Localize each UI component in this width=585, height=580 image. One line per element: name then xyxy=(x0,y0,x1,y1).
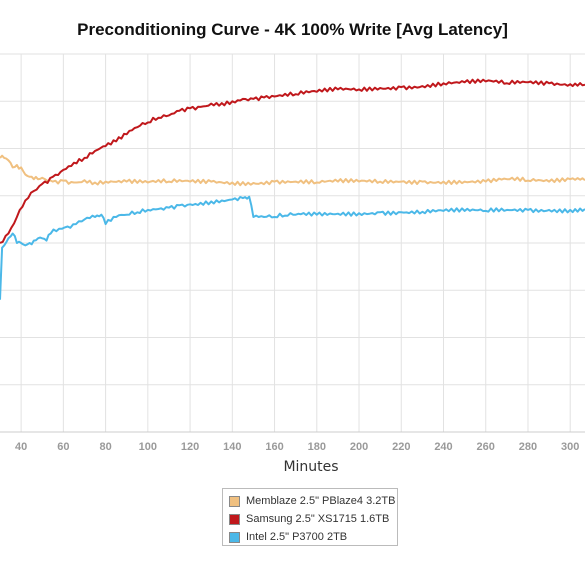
legend-swatch-0 xyxy=(229,495,240,507)
x-tick-label: 200 xyxy=(350,441,368,453)
x-tick-label: 220 xyxy=(392,441,410,453)
x-tick-label: 40 xyxy=(15,441,27,453)
x-tick-label: 60 xyxy=(57,441,69,453)
x-tick-label: 240 xyxy=(434,441,452,453)
legend-item-2[interactable]: Intel 2.5" P3700 2TB xyxy=(229,528,397,546)
series-line-0[interactable] xyxy=(0,154,585,187)
x-tick-label: 100 xyxy=(139,441,157,453)
x-tick-label: 300 xyxy=(561,441,579,453)
x-tick-label: 260 xyxy=(477,441,495,453)
series-line-1[interactable] xyxy=(0,78,585,244)
x-tick-label: 160 xyxy=(265,441,283,453)
x-tick-labels: 40 60 80 100 120 140 160 180 200 220 240 260 280 300 xyxy=(15,441,579,453)
legend-item-1[interactable]: Samsung 2.5" XS1715 1.6TB xyxy=(229,510,397,528)
chart-title: Preconditioning Curve - 4K 100% Write [A… xyxy=(77,20,508,39)
legend-label-0: Memblaze 2.5" PBlaze4 3.2TB xyxy=(246,495,396,507)
x-tick-label: 180 xyxy=(308,441,326,453)
grid-layer xyxy=(0,53,585,433)
legend-swatch-1 xyxy=(229,513,240,525)
x-tick-label: 120 xyxy=(181,441,199,453)
legend: Memblaze 2.5" PBlaze4 3.2TB Samsung 2.5"… xyxy=(222,488,398,546)
x-tick-label: 80 xyxy=(99,441,111,453)
legend-label-2: Intel 2.5" P3700 2TB xyxy=(246,531,348,543)
series-layer xyxy=(0,78,585,300)
legend-label-1: Samsung 2.5" XS1715 1.6TB xyxy=(246,513,390,525)
x-tick-label: 280 xyxy=(519,441,537,453)
x-tick-label: 140 xyxy=(223,441,241,453)
legend-item-0[interactable]: Memblaze 2.5" PBlaze4 3.2TB xyxy=(229,492,397,510)
legend-swatch-2 xyxy=(229,531,240,543)
series-line-2[interactable] xyxy=(0,195,585,300)
x-axis-title: Minutes xyxy=(283,459,338,475)
